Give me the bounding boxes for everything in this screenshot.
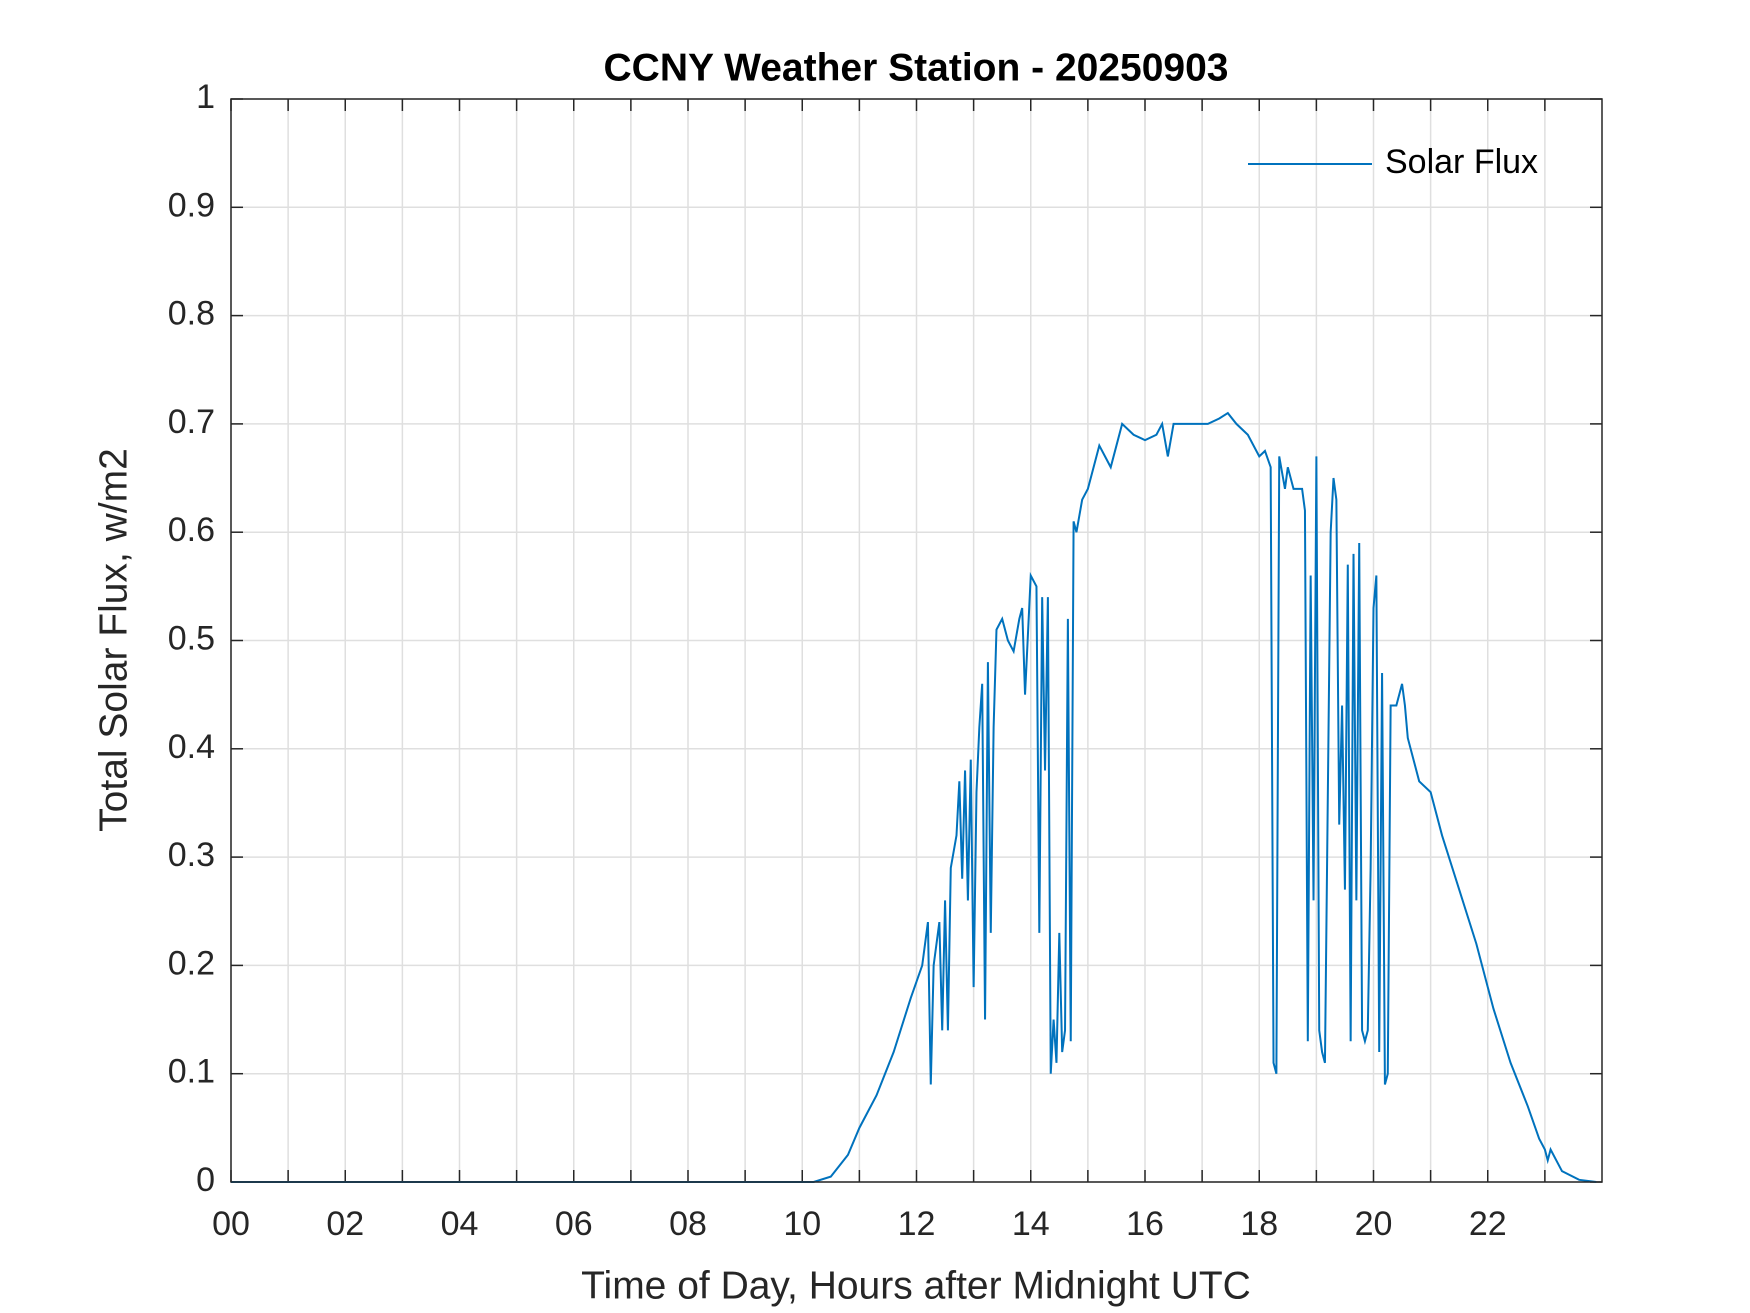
x-tick-label: 02 bbox=[326, 1205, 364, 1243]
x-tick-label: 16 bbox=[1126, 1205, 1164, 1243]
x-tick-label: 06 bbox=[555, 1205, 593, 1243]
y-tick-label: 0 bbox=[196, 1161, 215, 1199]
y-tick-label: 0.1 bbox=[168, 1053, 215, 1091]
y-tick-label: 0.6 bbox=[168, 511, 215, 549]
y-tick-label: 0.4 bbox=[168, 728, 215, 766]
x-tick-label: 04 bbox=[441, 1205, 479, 1243]
y-tick-label: 1 bbox=[196, 78, 215, 116]
plot-frame bbox=[230, 98, 1603, 1183]
y-axis-label: Total Solar Flux, w/m2 bbox=[92, 448, 135, 832]
x-tick-label: 22 bbox=[1469, 1205, 1507, 1243]
x-tick-label: 18 bbox=[1240, 1205, 1278, 1243]
x-tick-label: 08 bbox=[669, 1205, 707, 1243]
grid bbox=[230, 98, 1602, 1183]
y-tick-label: 0.8 bbox=[168, 295, 215, 333]
y-tick-label: 0.2 bbox=[168, 944, 215, 982]
legend-label: Solar Flux bbox=[1385, 143, 1538, 181]
data-line bbox=[231, 411, 1597, 1183]
y-tick-label: 0.9 bbox=[168, 186, 215, 224]
chart-title: CCNY Weather Station - 20250903 bbox=[604, 46, 1229, 89]
y-tick-label: 0.7 bbox=[168, 403, 215, 441]
x-axis-label: Time of Day, Hours after Midnight UTC bbox=[581, 1264, 1251, 1307]
x-tick-label: 10 bbox=[783, 1205, 821, 1243]
x-tick-label: 14 bbox=[1012, 1205, 1050, 1243]
x-tick-label: 00 bbox=[212, 1205, 250, 1243]
y-tick-label: 0.3 bbox=[168, 836, 215, 874]
x-tick-label: 12 bbox=[898, 1205, 936, 1243]
x-tick-label: 20 bbox=[1355, 1205, 1393, 1243]
y-tick-label: 0.5 bbox=[168, 619, 215, 657]
